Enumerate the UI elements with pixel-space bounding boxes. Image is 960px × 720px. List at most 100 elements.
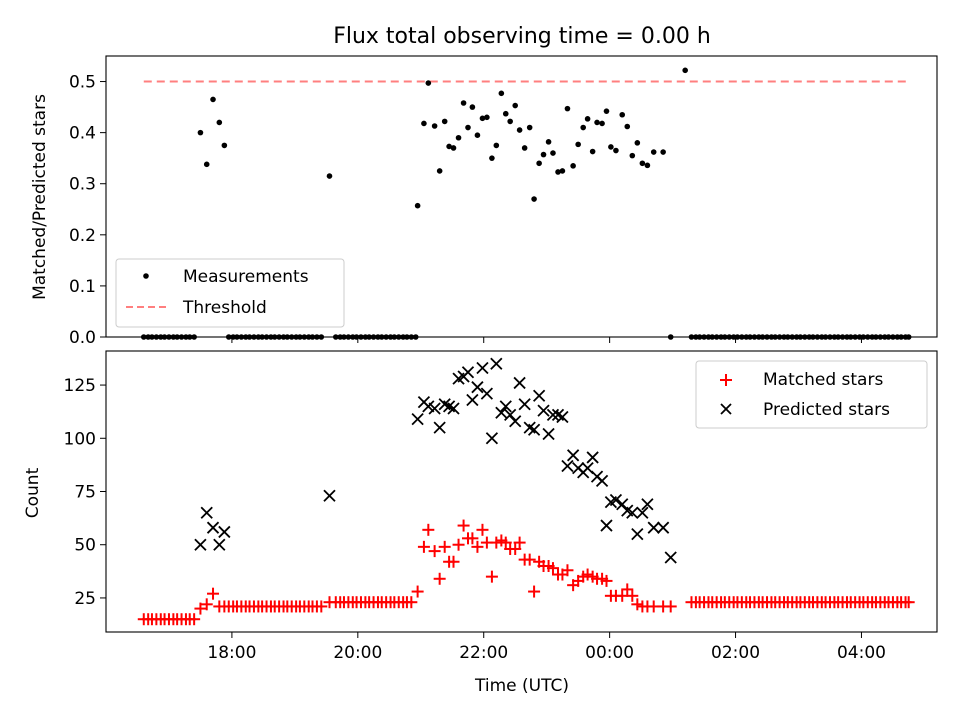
data-point [764, 334, 770, 340]
legend-predicted-marker [720, 403, 732, 415]
legend-predicted-label: Predicted stars [763, 400, 890, 420]
data-point [438, 540, 451, 553]
data-point [546, 562, 559, 575]
data-point [852, 334, 858, 340]
count-series [137, 357, 915, 626]
data-point [629, 152, 636, 159]
x-tick-label: 18:00 [207, 643, 256, 663]
data-point [469, 104, 476, 110]
data-point [191, 334, 197, 340]
data-point [194, 538, 207, 551]
data-point [408, 334, 415, 340]
data-point [276, 334, 282, 340]
data-point [149, 334, 155, 340]
data-point [471, 540, 484, 553]
data-point [323, 489, 336, 502]
data-point [600, 574, 613, 587]
y-tick-label: 0.4 [69, 124, 96, 144]
data-point [153, 334, 160, 340]
data-point [537, 404, 550, 417]
data-point [647, 521, 660, 534]
data-point [616, 498, 629, 511]
data-point [404, 334, 410, 340]
data-point [561, 459, 574, 473]
data-point [556, 410, 569, 424]
data-point [822, 334, 829, 340]
data-point [499, 400, 512, 413]
data-point [536, 160, 542, 167]
data-point [345, 334, 352, 340]
data-point [213, 538, 226, 551]
data-point [747, 334, 753, 340]
data-point [776, 334, 783, 340]
data-point [309, 334, 316, 340]
data-point [507, 118, 513, 125]
data-point [709, 334, 716, 340]
data-point [801, 334, 808, 340]
count-legend-box [695, 360, 928, 429]
data-point [532, 389, 546, 402]
data-point [476, 523, 489, 536]
data-point [814, 334, 821, 340]
data-point [489, 155, 495, 161]
data-point [207, 587, 220, 600]
data-point [613, 147, 619, 154]
data-point [421, 120, 427, 127]
data-point [581, 568, 594, 581]
data-point [326, 173, 333, 179]
count-x-axis: 18:00 20:00 22:00 00:00 02:00 04:00 [207, 632, 886, 663]
legend-matched-label: Matched stars [763, 370, 883, 390]
data-point [531, 196, 537, 202]
data-point [466, 532, 479, 545]
data-point [626, 589, 639, 602]
data-point [528, 585, 541, 598]
data-point [847, 334, 854, 340]
data-point [521, 145, 528, 151]
data-point [873, 334, 879, 340]
data-point [839, 334, 846, 340]
data-point [513, 536, 526, 549]
data-point [422, 523, 435, 536]
data-point [447, 402, 460, 415]
data-point [238, 334, 245, 340]
data-point [246, 334, 253, 340]
data-point [225, 334, 232, 340]
data-point [417, 540, 430, 553]
data-point [218, 525, 231, 539]
data-point [216, 119, 223, 126]
data-point [480, 387, 494, 400]
data-point [504, 408, 517, 422]
data-point [639, 160, 646, 167]
data-point [650, 149, 657, 155]
data-point [485, 570, 498, 583]
y-tick-label: 0.3 [69, 175, 96, 195]
data-point [210, 96, 216, 103]
y-tick-label: 0.2 [69, 226, 96, 246]
data-point [259, 334, 265, 340]
x-tick-label: 00:00 [585, 643, 634, 663]
data-point [526, 124, 533, 131]
data-point [186, 334, 193, 340]
data-point [561, 564, 574, 577]
ratio-y-axis: 0.0 0.1 0.2 0.3 0.4 0.5 [69, 73, 106, 348]
series-measurements [140, 67, 912, 340]
data-point [518, 398, 531, 411]
data-point [297, 334, 303, 340]
ratio-panel-frame [105, 55, 938, 338]
data-point [284, 334, 291, 340]
data-point [550, 150, 556, 156]
data-point [405, 596, 418, 609]
data-point [433, 421, 446, 434]
data-point [194, 602, 207, 615]
data-point [206, 521, 220, 534]
data-point [688, 334, 695, 340]
data-point [540, 151, 547, 158]
data-point [555, 169, 561, 175]
data-point [600, 519, 613, 532]
data-point [479, 115, 486, 122]
data-point [466, 393, 479, 407]
data-point [457, 519, 470, 532]
data-point [288, 334, 295, 340]
data-point [564, 105, 571, 112]
